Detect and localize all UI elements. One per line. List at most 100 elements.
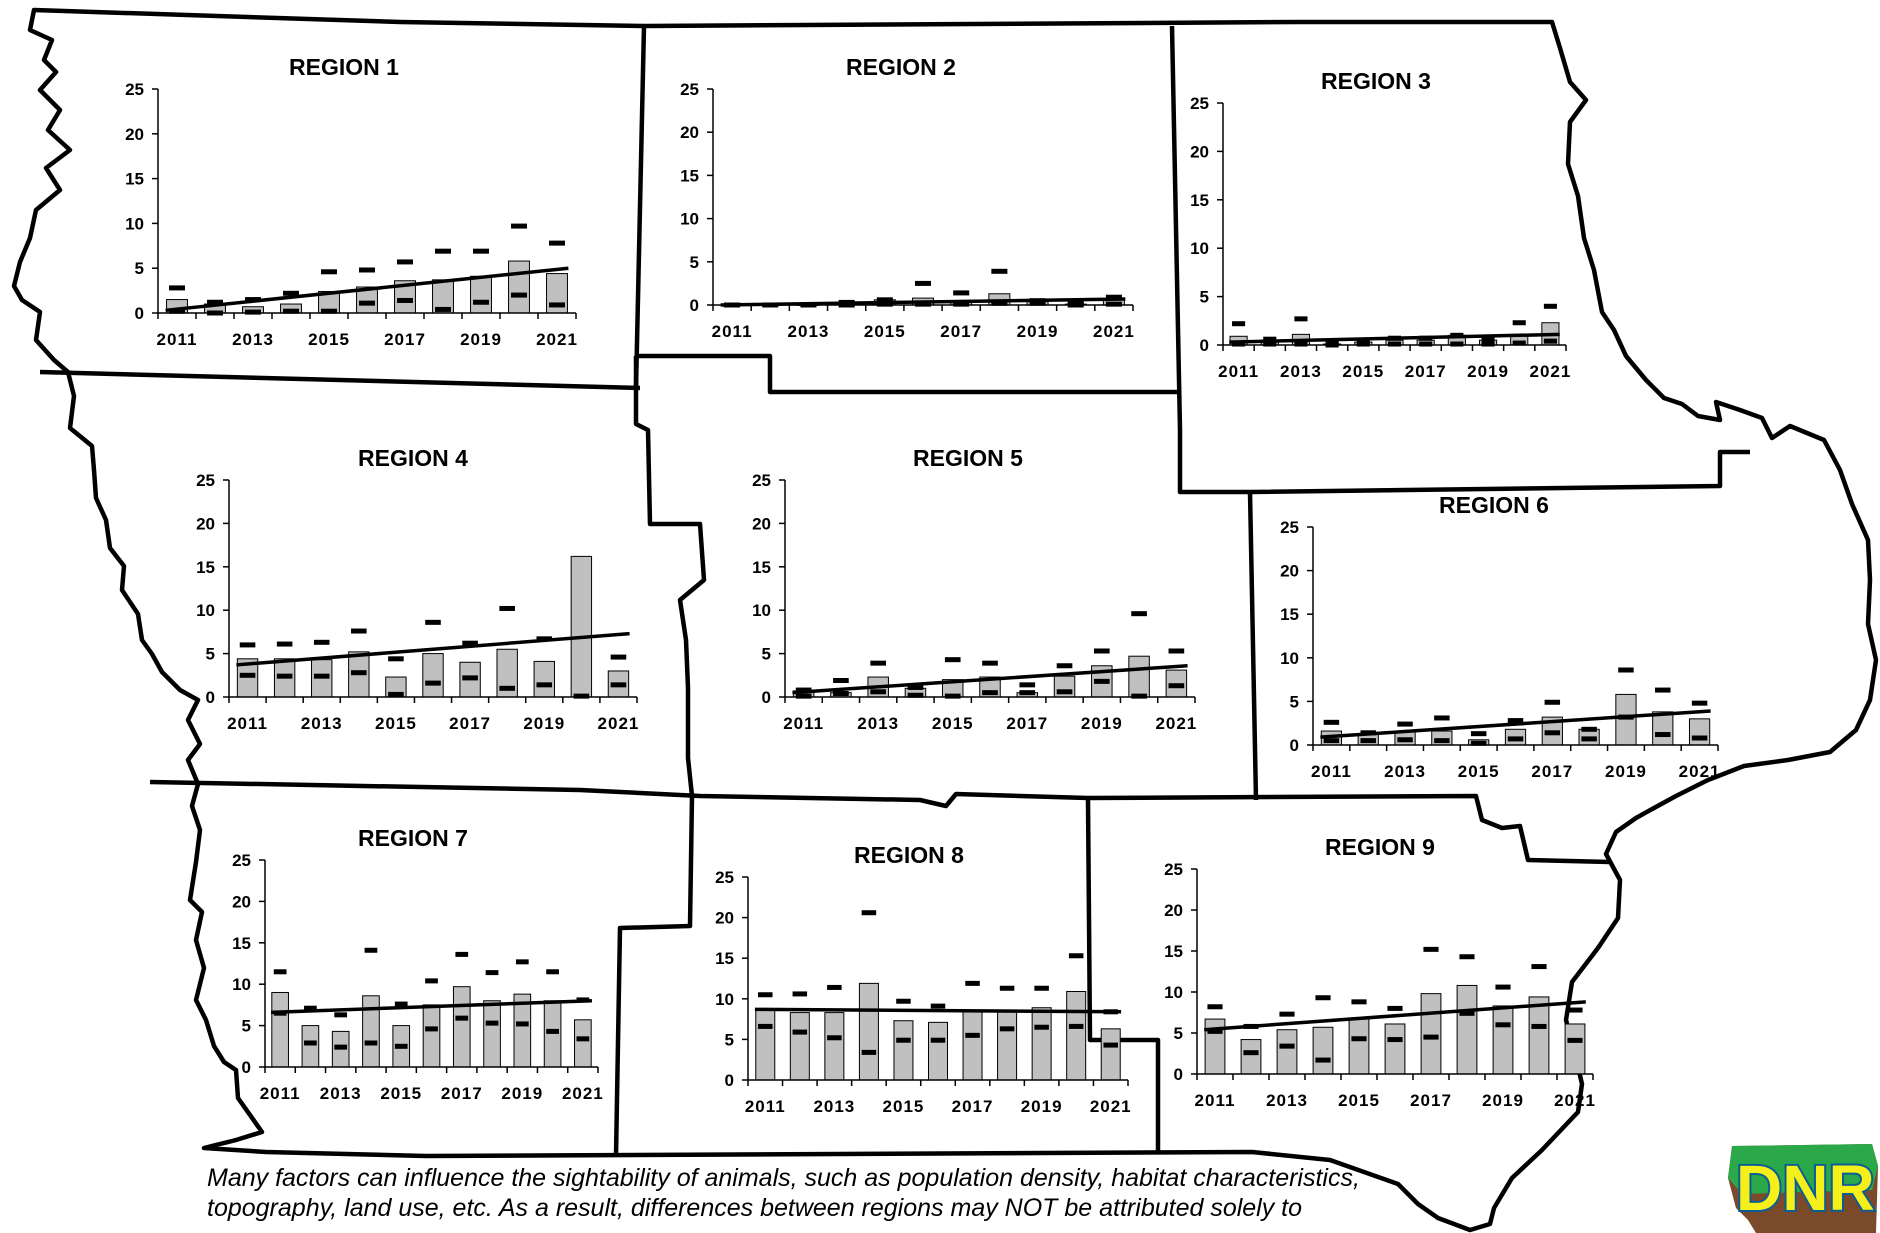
lower-mark bbox=[870, 689, 887, 695]
trend-line bbox=[1204, 1000, 1586, 1032]
x-tick-label: 2017 bbox=[441, 1084, 483, 1103]
y-tick-label: 20 bbox=[715, 909, 734, 928]
lower-mark bbox=[944, 693, 961, 699]
x-tick-label: 2011 bbox=[1311, 762, 1352, 781]
x-tick-label: 2011 bbox=[157, 330, 198, 349]
y-tick-label: 15 bbox=[1164, 942, 1183, 961]
upper-mark bbox=[876, 297, 893, 303]
lower-mark bbox=[999, 1026, 1015, 1032]
y-tick-label: 10 bbox=[196, 601, 215, 620]
bar bbox=[422, 653, 444, 698]
lower-mark bbox=[169, 308, 185, 314]
y-tick-label: 20 bbox=[752, 514, 771, 533]
y-tick-label: 10 bbox=[715, 990, 734, 1009]
lower-mark bbox=[499, 685, 515, 691]
chart-title: REGION 8 bbox=[854, 842, 964, 868]
lower-mark bbox=[473, 299, 489, 305]
lower-mark bbox=[455, 1015, 469, 1021]
lower-mark bbox=[953, 301, 970, 307]
lower-mark bbox=[833, 691, 849, 697]
x-tick-label: 2011 bbox=[260, 1084, 301, 1103]
lower-mark bbox=[1207, 1028, 1223, 1034]
y-tick-label: 0 bbox=[1290, 736, 1299, 755]
chart-1: REGION 1 0 5 10 15 20 25 2011 2013 2015 2017 2019 20… bbox=[125, 54, 577, 349]
bar bbox=[858, 982, 879, 1081]
upper-mark bbox=[455, 951, 469, 957]
y-tick-label: 5 bbox=[135, 259, 144, 278]
lower-mark bbox=[462, 675, 478, 681]
lower-mark bbox=[1315, 1057, 1331, 1063]
upper-mark bbox=[1232, 321, 1246, 327]
lower-mark bbox=[1351, 1036, 1367, 1042]
upper-mark bbox=[1434, 715, 1450, 721]
y-tick-label: 10 bbox=[232, 975, 251, 994]
lower-mark bbox=[1387, 341, 1402, 347]
lower-mark bbox=[1459, 1010, 1475, 1016]
lower-mark bbox=[304, 1040, 317, 1046]
upper-mark bbox=[953, 290, 970, 296]
lower-mark bbox=[1105, 301, 1122, 307]
upper-mark bbox=[313, 639, 330, 645]
x-tick-label: 2021 bbox=[1093, 322, 1135, 341]
chart-title: REGION 6 bbox=[1439, 492, 1549, 518]
lower-mark bbox=[1655, 732, 1671, 738]
chart-3: REGION 3 0 5 10 15 20 25 2011 2013 2015 2017 2019 20… bbox=[1190, 68, 1570, 381]
bar bbox=[1384, 1023, 1406, 1075]
upper-mark bbox=[982, 660, 998, 666]
y-tick-label: 20 bbox=[125, 125, 144, 144]
trend-line bbox=[1229, 332, 1560, 344]
upper-mark bbox=[795, 687, 812, 693]
dnr-logo: DNR bbox=[1728, 1144, 1878, 1233]
bar bbox=[1348, 1018, 1370, 1075]
chart-5: REGION 5 0 5 10 15 20 25 2011 2013 2015 2017 2019 20… bbox=[752, 445, 1196, 733]
x-tick-label: 2015 bbox=[375, 714, 417, 733]
lower-mark bbox=[334, 1044, 348, 1050]
y-tick-label: 0 bbox=[1200, 336, 1209, 355]
y-tick-label: 25 bbox=[1280, 518, 1299, 537]
logo-grass-shape bbox=[1728, 1144, 1878, 1194]
x-tick-label: 2013 bbox=[788, 322, 830, 341]
x-tick-label: 2019 bbox=[523, 714, 565, 733]
upper-mark bbox=[610, 654, 627, 660]
upper-mark bbox=[1131, 611, 1147, 617]
x-tick-label: 2017 bbox=[1410, 1091, 1452, 1110]
lower-mark bbox=[1093, 678, 1110, 684]
lower-mark bbox=[1581, 736, 1597, 742]
y-tick-label: 0 bbox=[690, 296, 699, 315]
y-tick-label: 10 bbox=[1164, 983, 1183, 1002]
lower-mark bbox=[1356, 341, 1370, 347]
upper-mark bbox=[394, 1001, 408, 1007]
upper-mark bbox=[1279, 1011, 1295, 1017]
y-tick-label: 15 bbox=[1190, 191, 1209, 210]
lower-mark bbox=[485, 1020, 499, 1026]
upper-mark bbox=[930, 1003, 946, 1009]
border-r7-r8 bbox=[613, 795, 695, 1157]
lower-mark bbox=[573, 693, 590, 699]
upper-mark bbox=[965, 980, 980, 986]
x-tick-label: 2017 bbox=[449, 714, 491, 733]
bar bbox=[1528, 996, 1550, 1075]
y-tick-label: 5 bbox=[1290, 692, 1299, 711]
upper-mark bbox=[1507, 718, 1524, 724]
x-tick-label: 2013 bbox=[301, 714, 343, 733]
upper-mark bbox=[207, 299, 223, 305]
lower-mark bbox=[1387, 1037, 1403, 1043]
border-r2-r5 bbox=[636, 353, 1180, 395]
lower-mark bbox=[1507, 736, 1524, 742]
lower-mark bbox=[1481, 341, 1495, 347]
y-tick-label: 5 bbox=[1174, 1024, 1183, 1043]
chart-title: REGION 7 bbox=[358, 825, 468, 851]
lower-mark bbox=[321, 308, 337, 314]
bar bbox=[1688, 718, 1711, 746]
upper-mark bbox=[283, 290, 299, 296]
lower-mark bbox=[1263, 341, 1277, 347]
bar bbox=[1240, 1039, 1262, 1075]
caption-line-2: topography, land use, etc. As a result, … bbox=[207, 1194, 1303, 1222]
lower-mark bbox=[907, 692, 924, 698]
upper-mark bbox=[334, 1012, 348, 1018]
lower-mark bbox=[1543, 338, 1557, 344]
lower-mark bbox=[1294, 341, 1308, 347]
upper-mark bbox=[870, 660, 887, 666]
chart-7: REGION 7 0 5 10 15 20 25 2011 2013 2015 2017 2019 20… bbox=[232, 825, 603, 1103]
